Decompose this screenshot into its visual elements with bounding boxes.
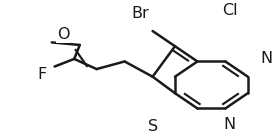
- Text: Br: Br: [131, 7, 149, 21]
- Text: N: N: [223, 117, 236, 132]
- Text: N: N: [260, 51, 272, 66]
- Text: Cl: Cl: [222, 3, 237, 18]
- Text: S: S: [148, 119, 158, 134]
- Text: O: O: [57, 27, 69, 42]
- Text: F: F: [37, 67, 46, 82]
